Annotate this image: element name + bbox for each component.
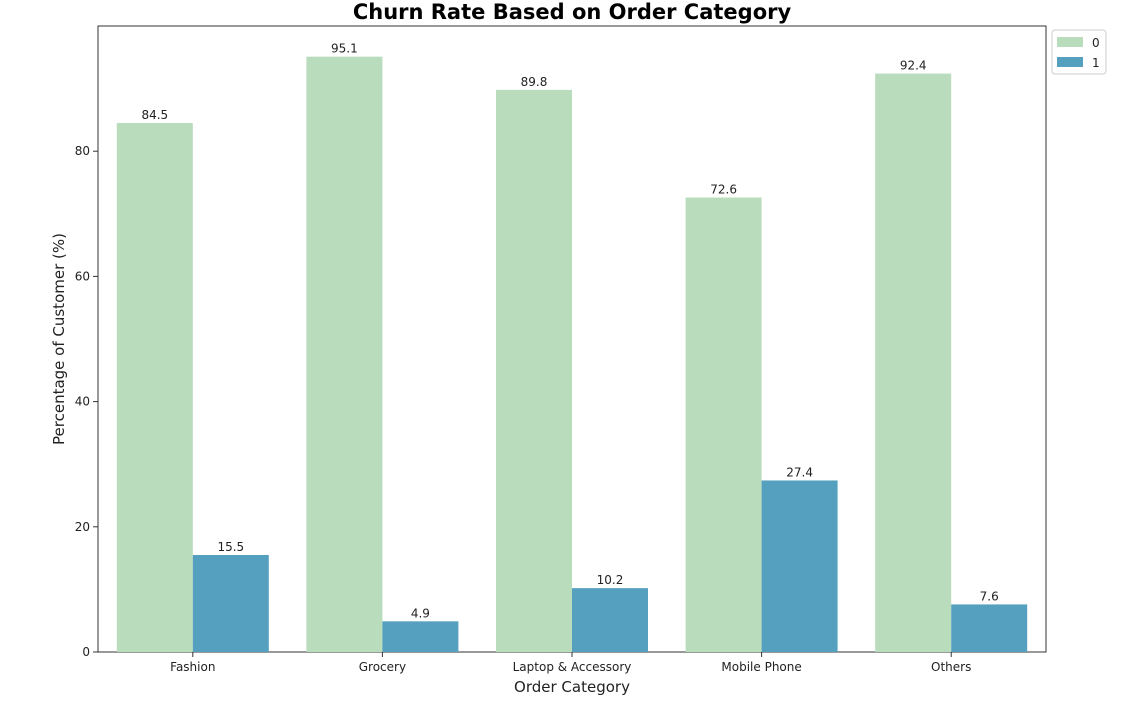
legend-label: 1: [1092, 56, 1100, 70]
bar-series-1: [951, 604, 1028, 652]
legend: 01: [1051, 29, 1107, 75]
y-axis-label: Percentage of Customer (%): [50, 233, 68, 445]
bar-series-0: [875, 73, 952, 653]
bar-series-0: [496, 89, 572, 653]
data-label: 4.9: [411, 606, 430, 620]
data-label: 84.5: [141, 108, 168, 122]
data-label: 72.6: [710, 183, 737, 197]
bar-series-0: [116, 123, 193, 652]
data-label: 95.1: [331, 42, 358, 56]
bar-series-0: [306, 56, 383, 652]
data-label: 7.6: [980, 589, 999, 603]
bars-layer: 84.5 15.5 95.1 4.9 89.8 10.2 72.6 27.4 92.4 7.6: [116, 42, 1028, 653]
y-tick-label: 80: [75, 144, 90, 158]
y-tick-label: 0: [82, 645, 90, 659]
data-label: 27.4: [786, 465, 813, 479]
y-tick-label: 40: [75, 395, 90, 409]
data-label: 92.4: [900, 59, 927, 73]
x-tick-label: Grocery: [359, 660, 406, 674]
data-label: 15.5: [217, 540, 244, 554]
bar-series-1: [382, 621, 459, 652]
x-tick-label: Fashion: [170, 660, 215, 674]
legend-swatch-1: [1057, 57, 1083, 67]
bar-series-1: [192, 554, 269, 652]
data-label: 10.2: [597, 573, 624, 587]
bar-series-1: [761, 480, 838, 652]
bar-series-1: [572, 588, 648, 652]
bar-series-0: [685, 197, 762, 653]
chart-title: Churn Rate Based on Order Category: [353, 0, 792, 24]
x-tick-label: Laptop & Accessory: [513, 660, 632, 674]
data-label: 89.8: [521, 75, 548, 89]
ticks-layer: Fashion Grocery Laptop & Accessory Mobile P…: [75, 144, 972, 674]
legend-swatch-0: [1057, 37, 1083, 47]
x-axis-label: Order Category: [514, 678, 630, 696]
y-tick-label: 60: [75, 269, 90, 283]
x-tick-label: Mobile Phone: [721, 660, 801, 674]
legend-label: 0: [1092, 36, 1100, 50]
x-tick-label: Others: [931, 660, 971, 674]
y-tick-label: 20: [75, 520, 90, 534]
